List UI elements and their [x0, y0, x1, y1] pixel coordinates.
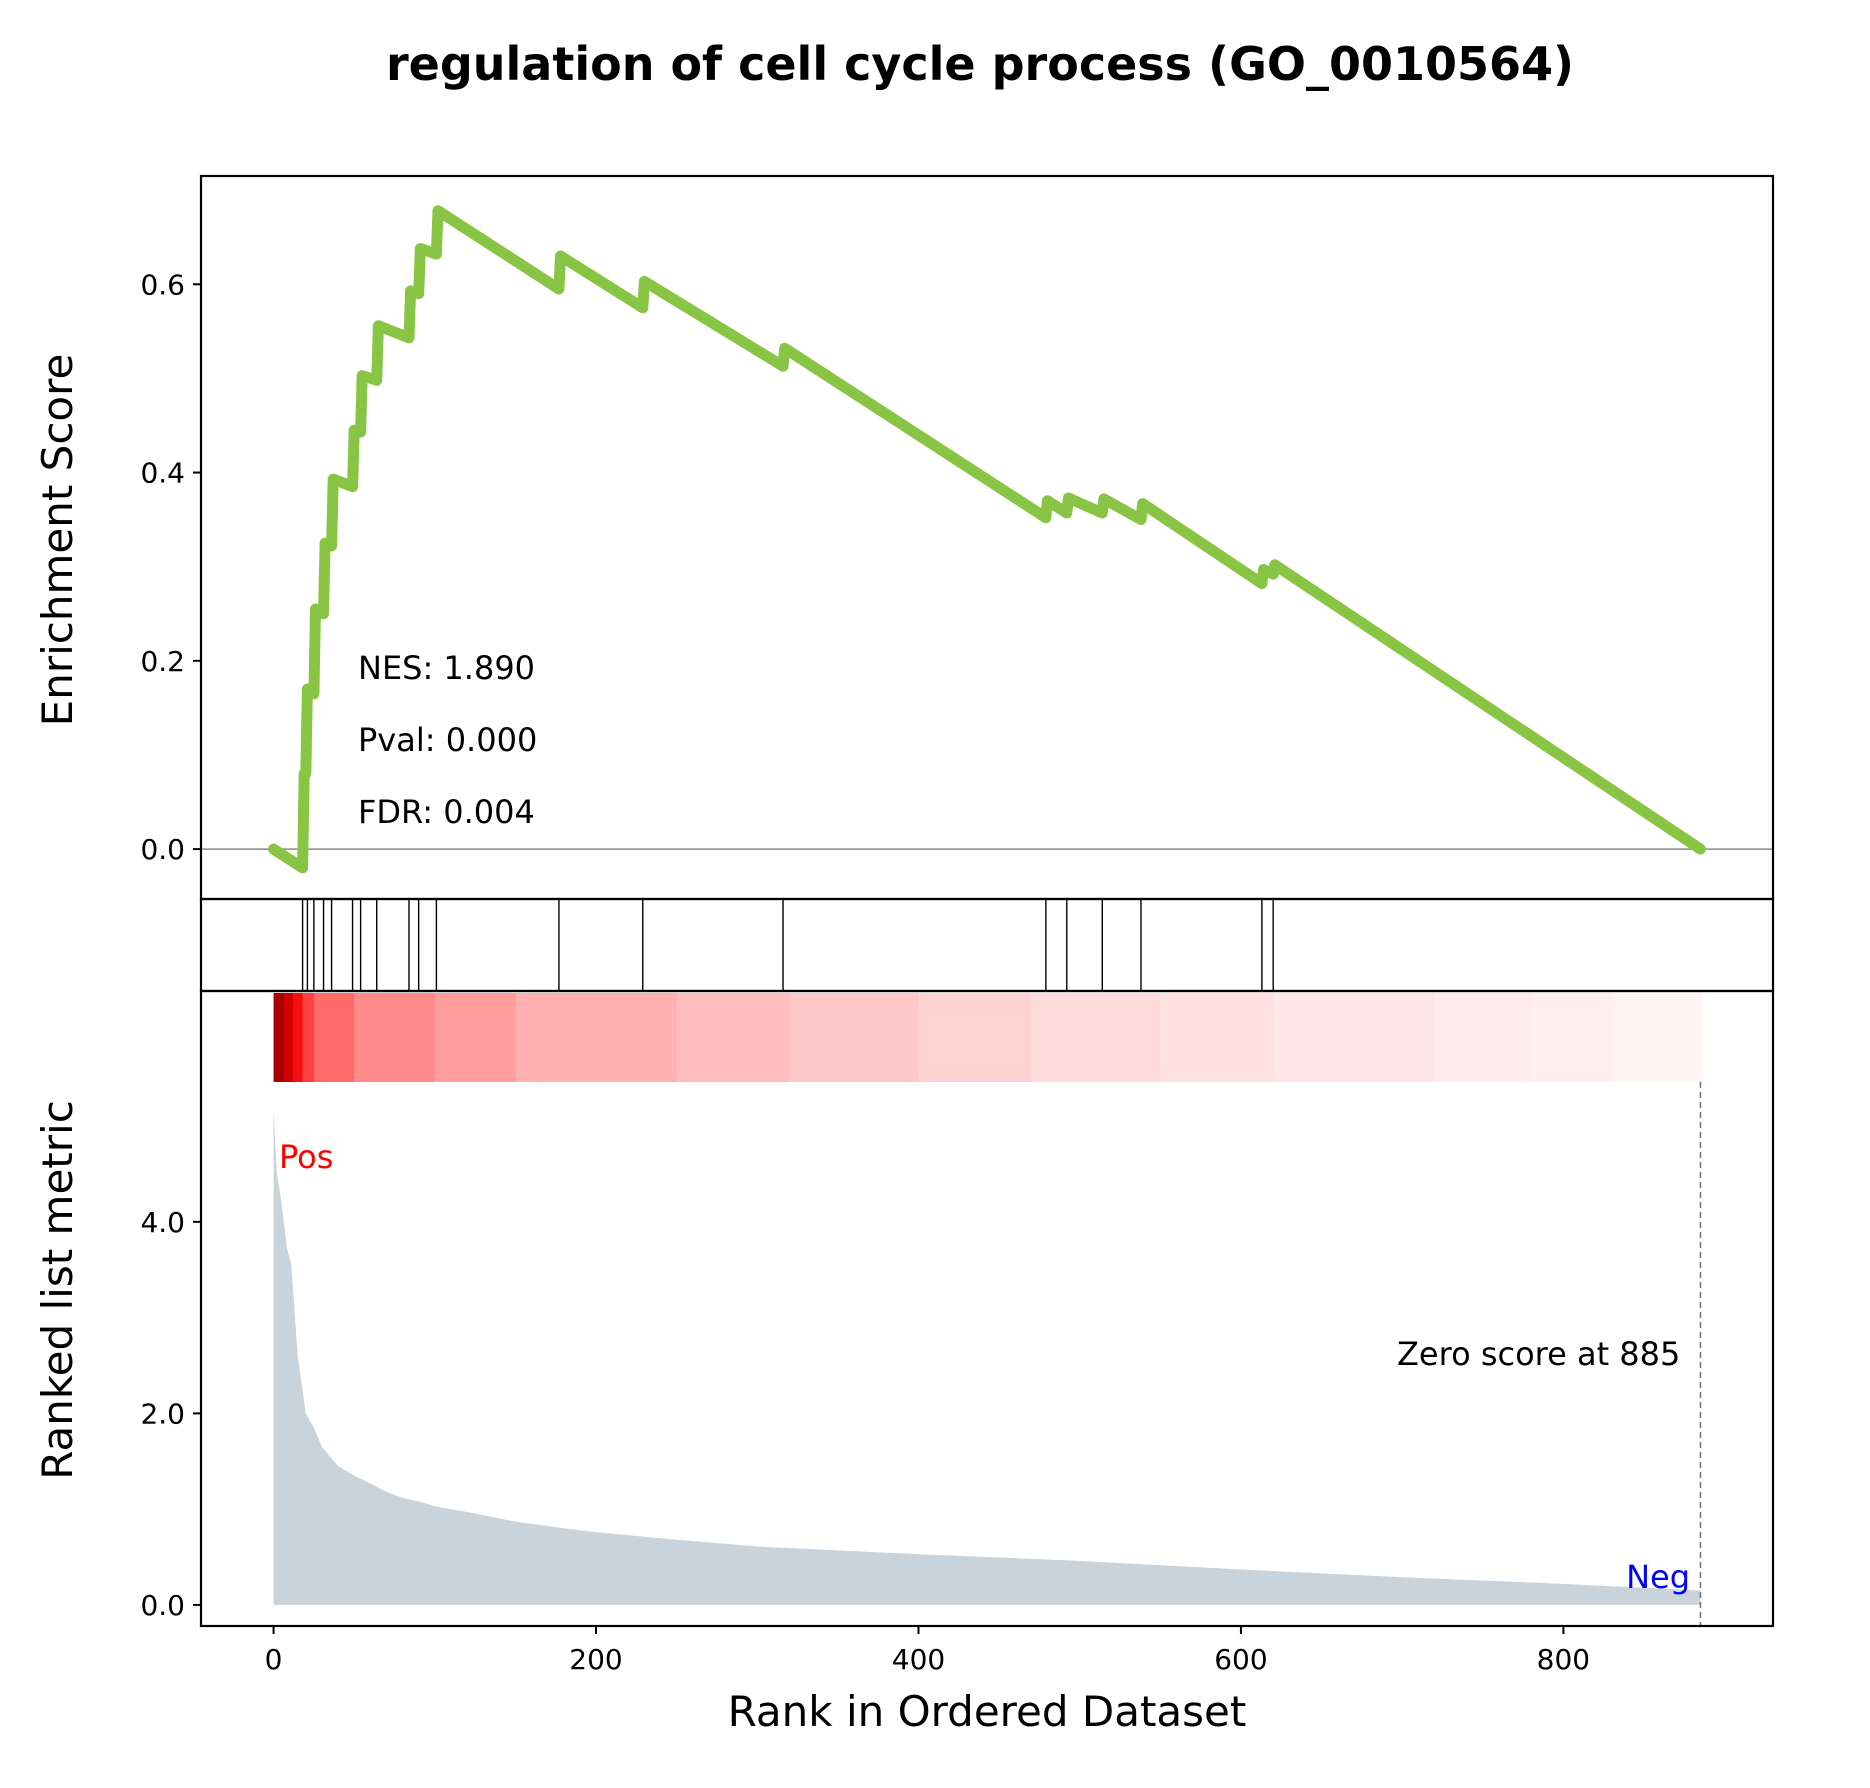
enrichment-panel: Enrichment Score NES: 1.890 Pval: 0.000 … [33, 174, 1775, 901]
heatmap-cell [1273, 993, 1436, 1082]
heatmap-cell [354, 993, 436, 1082]
xtick-label: 600 [1214, 1643, 1267, 1676]
ranked-metric-area [273, 1108, 1701, 1605]
rank-ytick-label: 4.0 [140, 1206, 185, 1239]
heatmap-cell [434, 993, 516, 1082]
chart-title: regulation of cell cycle process (GO_001… [386, 37, 1574, 91]
neg-label: Neg [1626, 1558, 1690, 1596]
heatmap-cell [1031, 993, 1161, 1082]
ranked-frame [199, 989, 1775, 1628]
heatmap-cell [273, 993, 284, 1082]
hits-panel [199, 897, 1775, 993]
heatmap-cell [515, 993, 678, 1082]
ranked-panel: Pos Neg Zero score at 885 Ranked list me… [33, 989, 1775, 1628]
heatmap-cell [313, 993, 355, 1082]
heatmap-cell [1611, 993, 1702, 1082]
ranked-ylabel: Ranked list metric [33, 1100, 82, 1480]
stat-pval: Pval: 0.000 [358, 721, 537, 759]
heatmap-cell [1160, 993, 1274, 1082]
xtick-label: 800 [1537, 1643, 1590, 1676]
es-ytick-label: 0.2 [140, 645, 185, 678]
es-ytick-label: 0.4 [140, 457, 185, 490]
enrichment-frame [199, 174, 1775, 901]
xtick-label: 400 [892, 1643, 945, 1676]
heatmap-cell [676, 993, 791, 1082]
zero-score-label: Zero score at 885 [1397, 1335, 1680, 1373]
stat-fdr: FDR: 0.004 [358, 793, 535, 831]
heatmap-cell [1434, 993, 1532, 1082]
heatmap-cell [918, 993, 1032, 1082]
enrichment-ylabel: Enrichment Score [33, 354, 82, 727]
heatmap-cell [1700, 993, 1703, 1082]
heatmap-cell [283, 993, 294, 1082]
heatmap-cell [1531, 993, 1613, 1082]
pos-label: Pos [279, 1138, 333, 1176]
rank-ytick-label: 0.0 [140, 1589, 185, 1622]
heatmap-cell [302, 993, 315, 1082]
es-ytick-label: 0.0 [140, 833, 185, 866]
xtick-label: 0 [265, 1643, 283, 1676]
rank-ytick-label: 2.0 [140, 1397, 185, 1430]
enrichment-line [268, 205, 1706, 874]
heatmap-cell [292, 993, 304, 1082]
es-ytick-label: 0.6 [140, 268, 185, 301]
xtick-label: 200 [569, 1643, 622, 1676]
chart-xlabel: Rank in Ordered Dataset [728, 1687, 1247, 1736]
heatmap-cell [789, 993, 920, 1082]
stat-nes: NES: 1.890 [358, 649, 535, 687]
